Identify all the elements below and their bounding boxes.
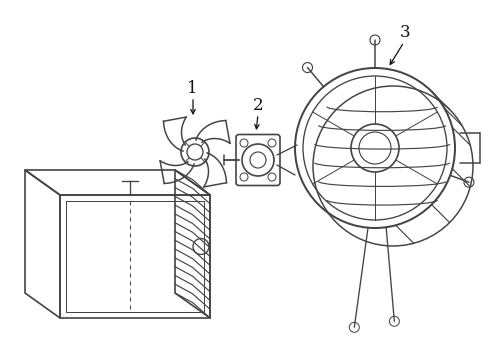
- Text: 2: 2: [253, 96, 263, 113]
- Text: 1: 1: [187, 80, 197, 96]
- Text: 3: 3: [400, 23, 410, 41]
